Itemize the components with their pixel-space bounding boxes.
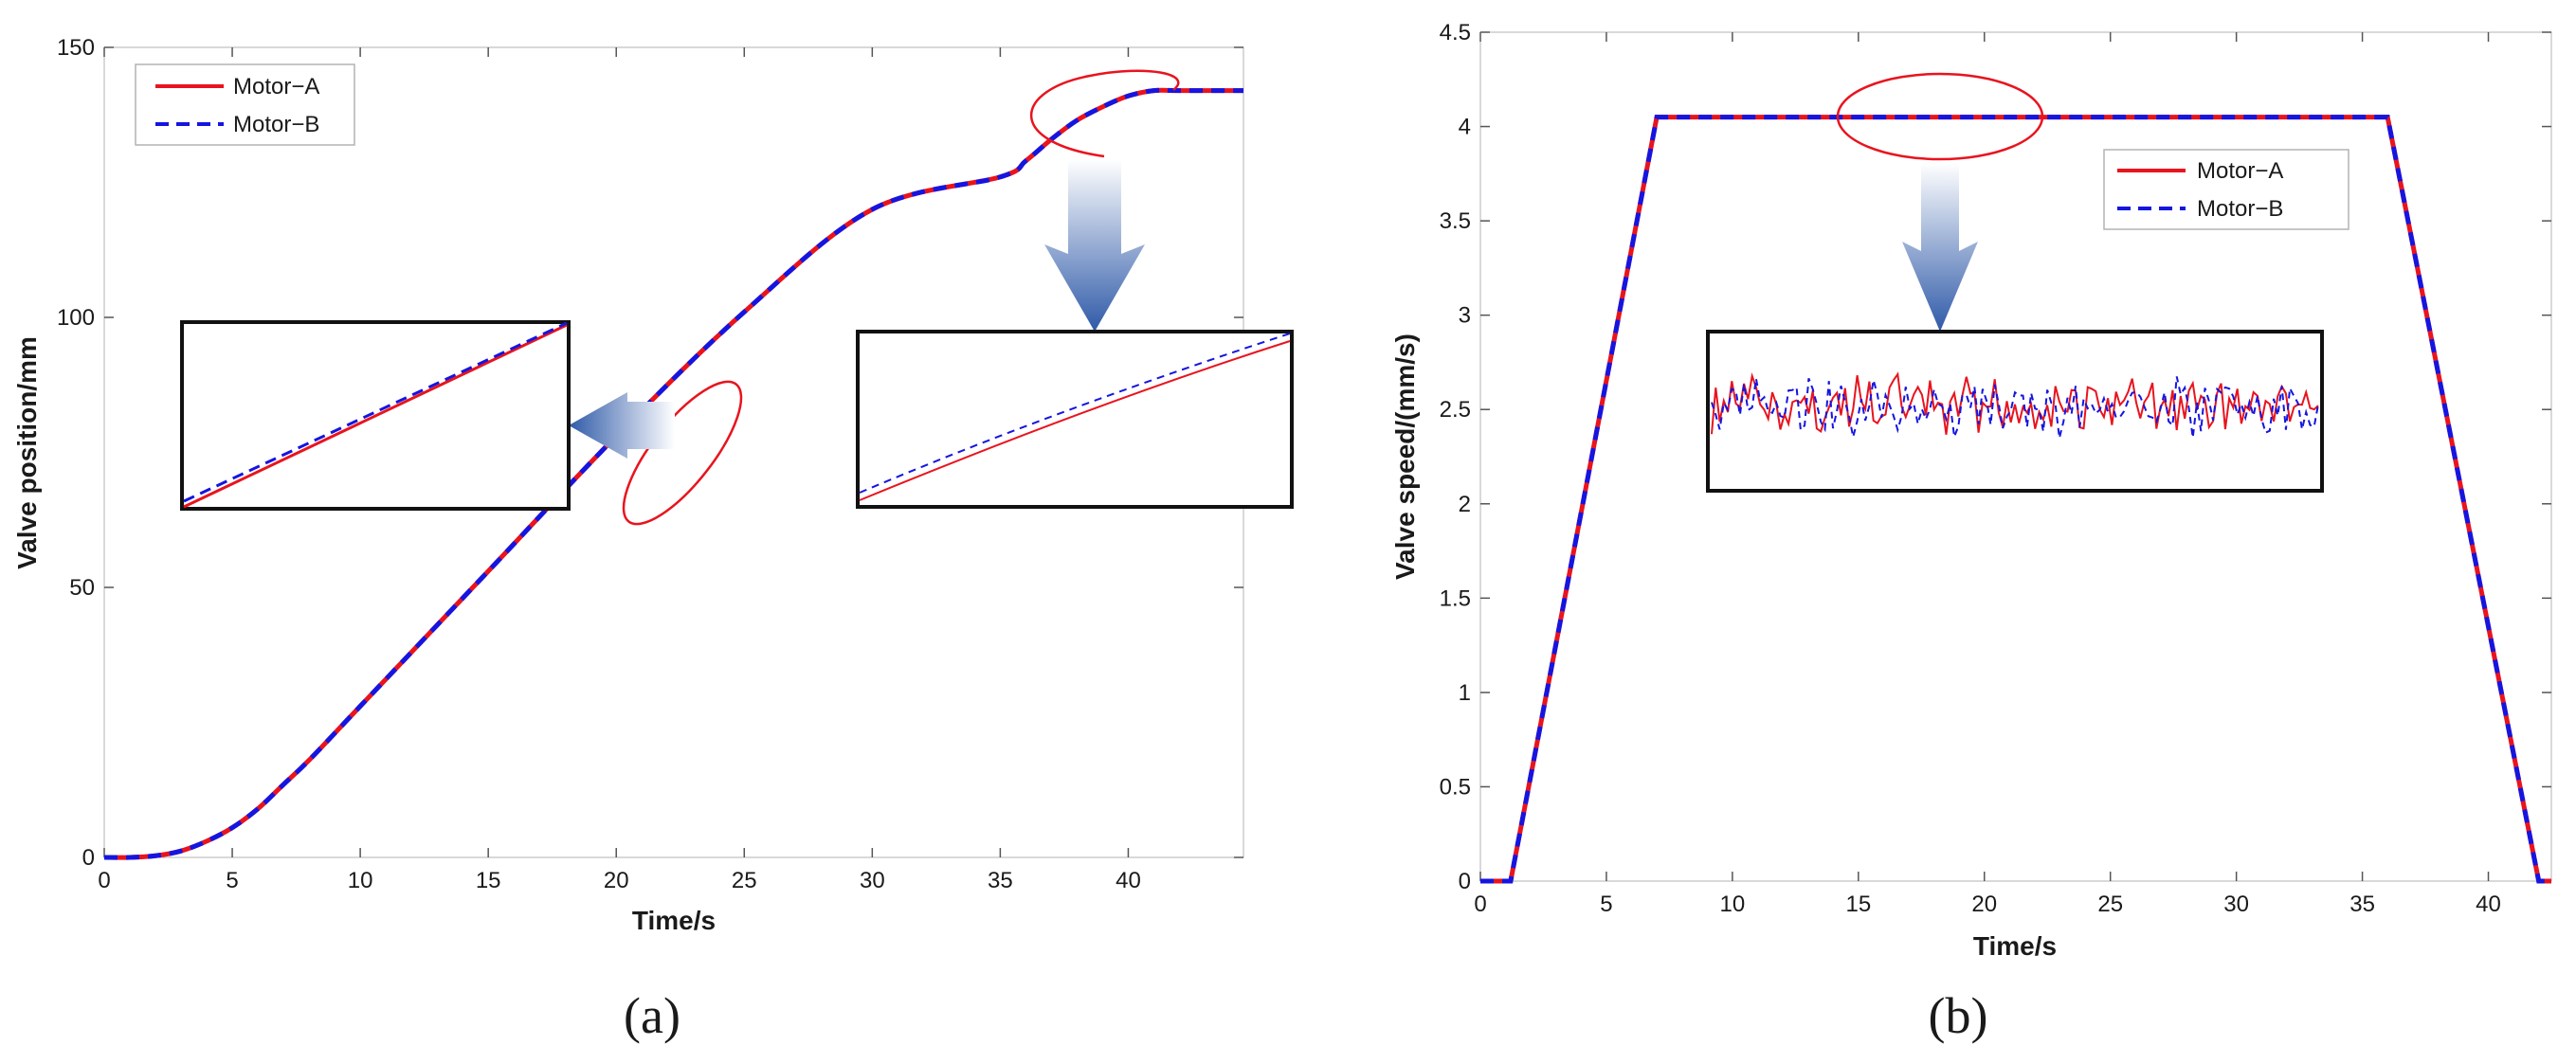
caption-a: (a) — [624, 987, 680, 1044]
series-line-b-motor-b — [1480, 115, 2551, 884]
y-tick-label-b: 2.5 — [1440, 397, 1471, 423]
x-tick-label-a: 10 — [348, 868, 373, 893]
arrow-down-icon-a — [1044, 159, 1145, 332]
x-tick-label-a: 40 — [1116, 868, 1141, 893]
x-axis-label-a: Time/s — [632, 906, 716, 935]
x-tick-label-a: 5 — [226, 868, 238, 893]
x-tick-label-a: 15 — [476, 868, 501, 893]
legend-a: Motor−A Motor−B — [135, 63, 355, 146]
highlight-ellipse-b — [1836, 72, 2044, 161]
legend-a-motor-a-label: Motor−A — [233, 74, 319, 99]
y-tick-label-a: 150 — [57, 35, 95, 61]
x-tick-label-a: 20 — [604, 868, 629, 893]
y-tick-label-a: 0 — [82, 845, 95, 871]
legend-a-motor-b-label: Motor−B — [233, 112, 319, 137]
x-tick-label-b: 35 — [2349, 892, 2375, 917]
legend-b-motor-a-label: Motor−A — [2197, 158, 2283, 184]
inset-zoom-a-top — [856, 330, 1294, 509]
panel-b: 0 5 10 15 20 25 30 35 40 0 0.5 1 1.5 2 2.5 3 3.5 4 4.5 Tim… — [1390, 20, 2552, 961]
inset-zoom-b — [1706, 330, 2324, 493]
x-tick-label-b: 10 — [1720, 892, 1746, 917]
caption-b: (b) — [1929, 987, 1988, 1044]
x-tick-label-a: 30 — [860, 868, 885, 893]
y-tick-label-a: 100 — [57, 305, 95, 331]
x-axis-label-b: Time/s — [1973, 931, 2057, 961]
y-tick-label-b: 2 — [1459, 492, 1471, 517]
x-tick-label-b: 5 — [1600, 892, 1612, 917]
x-tick-label-b: 15 — [1845, 892, 1871, 917]
y-tick-label-a: 50 — [69, 575, 95, 601]
highlight-ellipse-a-top — [1029, 69, 1180, 158]
inset-zoom-a-mid — [180, 320, 571, 511]
y-axis-label-a: Valve position/mm — [12, 336, 42, 569]
x-tick-label-b: 0 — [1474, 892, 1486, 917]
y-tick-label-b: 4.5 — [1440, 20, 1471, 45]
y-tick-label-b: 1 — [1459, 680, 1471, 706]
y-tick-label-b: 3 — [1459, 303, 1471, 329]
x-tick-label-b: 25 — [2097, 892, 2123, 917]
y-tick-label-b: 0.5 — [1440, 774, 1471, 800]
x-tick-label-a: 25 — [732, 868, 757, 893]
x-tick-label-a: 0 — [98, 868, 110, 893]
arrow-down-icon-b — [1902, 163, 1978, 332]
y-tick-label-b: 4 — [1459, 115, 1471, 140]
y-tick-label-b: 3.5 — [1440, 208, 1471, 234]
legend-b-motor-b-label: Motor−B — [2197, 196, 2283, 222]
x-tick-label-b: 40 — [2476, 892, 2501, 917]
arrow-left-icon — [569, 392, 675, 459]
x-tick-label-a: 35 — [988, 868, 1013, 893]
x-tick-label-b: 20 — [1971, 892, 1997, 917]
x-tick-label-b: 30 — [2223, 892, 2249, 917]
y-tick-label-b: 1.5 — [1440, 586, 1471, 611]
y-tick-label-b: 0 — [1459, 869, 1471, 894]
y-axis-label-b: Valve speed/(mm/s) — [1390, 333, 1420, 580]
legend-b: Motor−A Motor−B — [2103, 149, 2349, 230]
panel-a: 0 5 10 15 20 25 30 35 40 0 50 100 150 Time/s Valve p… — [12, 35, 1294, 935]
